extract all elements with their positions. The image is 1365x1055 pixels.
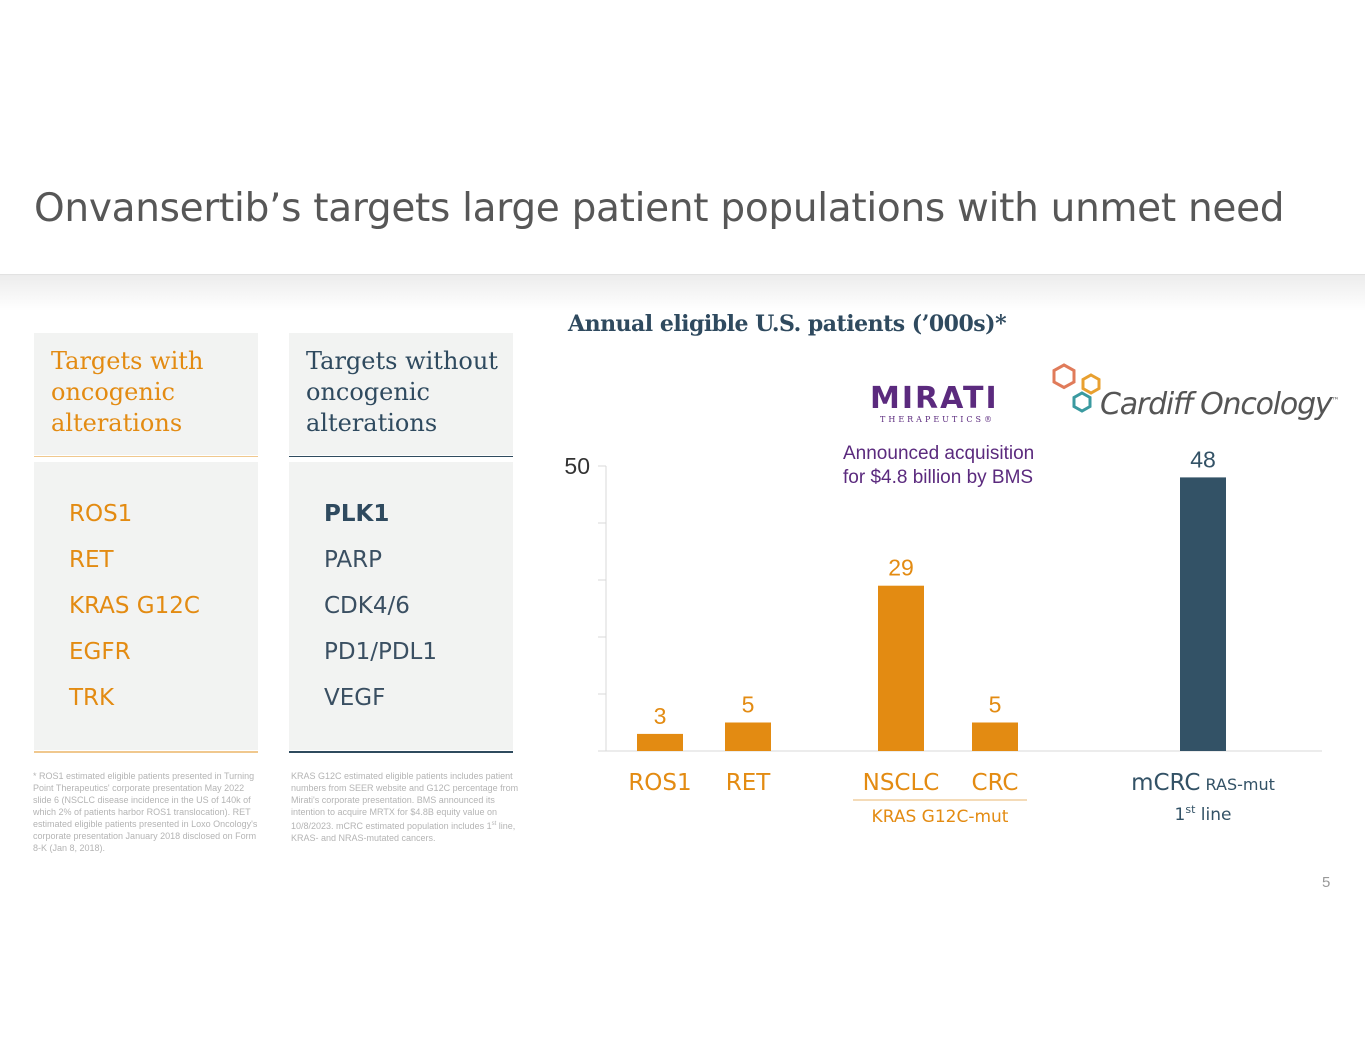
heading-line: oncogenic (306, 378, 430, 406)
bar-chart: 50 3 5 29 5 48 ROS1 RET NSCLC CRC mCRC RAS-mut KRAS… (564, 446, 1322, 827)
cardiff-name: Cardiff Oncology (1100, 387, 1333, 422)
bar-mcrc (1180, 477, 1226, 751)
bar-crc (972, 722, 1018, 751)
target-item-highlight: PLK1 (324, 501, 390, 527)
target-item: PD1/PDL1 (324, 639, 437, 665)
data-label: 5 (989, 692, 1002, 718)
announcement-line: for $4.8 billion by BMS (843, 467, 1034, 488)
footnote-right: KRAS G12C estimated eligible patients in… (291, 770, 519, 844)
footnote-sup: st (491, 821, 497, 827)
trademark-mark: ™ (1331, 396, 1339, 405)
footnote-text: KRAS G12C estimated eligible patients in… (291, 771, 519, 831)
data-label: 3 (654, 703, 667, 729)
target-item: EGFR (69, 639, 131, 665)
target-item: KRAS G12C (69, 593, 200, 619)
page-number: 5 (1322, 874, 1331, 891)
heading-line: alterations (306, 409, 438, 437)
bar-nsclc (878, 585, 924, 751)
oncogenic-targets-list: ROS1 RET KRAS G12C EGFR TRK (34, 462, 258, 750)
bar-ros1 (637, 733, 683, 751)
category-label: RET (726, 770, 772, 796)
footnote-text: line, KRAS- and NRAS-mutated cancers. (291, 821, 516, 843)
heading-line: Targets with (51, 347, 204, 375)
acquisition-announcement: Announced acquisition for $4.8 billion b… (843, 442, 1034, 490)
group-label: KRAS G12C-mut (872, 807, 1009, 827)
target-item: TRK (69, 685, 115, 711)
chart-title: Annual eligible U.S. patients (’000s)* (568, 311, 1007, 337)
hexagon-cluster-icon (1052, 363, 1101, 413)
panel-divider (34, 456, 258, 457)
line-of-therapy-label: 1st line (1175, 803, 1232, 825)
target-item: PARP (324, 547, 382, 573)
oncogenic-panel-heading: Targets with oncogenic alterations (51, 346, 203, 439)
title-divider (0, 274, 1365, 311)
panel-bottom-line (34, 751, 258, 753)
panel-bottom-line (289, 751, 513, 753)
data-label: 29 (888, 555, 914, 581)
announcement-line: Announced acquisition (843, 443, 1035, 464)
data-label: 5 (742, 692, 755, 718)
footnote-left: * ROS1 estimated eligible patients prese… (33, 771, 258, 853)
non-oncogenic-panel-header: Targets without oncogenic alterations (289, 333, 513, 455)
target-item: VEGF (324, 685, 386, 711)
heading-line: Targets without (306, 347, 498, 375)
page-title: Onvansertib’s targets large patient popu… (34, 186, 1285, 231)
target-item: ROS1 (69, 501, 133, 527)
target-item: RET (69, 547, 114, 573)
category-label: ROS1 (628, 770, 691, 796)
heading-line: oncogenic (51, 378, 175, 406)
non-oncogenic-panel-heading: Targets without oncogenic alterations (306, 346, 498, 439)
bar-ret (725, 722, 771, 751)
cardiff-oncology-logo: Cardiff Oncology™ (1050, 363, 1350, 429)
oncogenic-panel-header: Targets with oncogenic alterations (34, 333, 258, 455)
category-label: mCRC RAS-mut (1131, 770, 1275, 796)
target-item: CDK4/6 (324, 593, 410, 619)
category-label: CRC (972, 770, 1019, 796)
non-oncogenic-targets-list: PLK1 PARP CDK4/6 PD1/PDL1 VEGF (289, 462, 513, 750)
category-label: NSCLC (863, 770, 940, 796)
mirati-subtitle: THERAPEUTICS® (880, 415, 996, 424)
heading-line: alterations (51, 409, 183, 437)
panel-divider (289, 456, 513, 457)
data-label: 48 (1190, 446, 1216, 472)
y-tick-label: 50 (564, 453, 590, 479)
mirati-logo: MIRATI THERAPEUTICS® (870, 381, 1010, 425)
mirati-wordmark: MIRATI (870, 381, 999, 416)
cardiff-wordmark: Cardiff Oncology™ (1100, 387, 1339, 422)
